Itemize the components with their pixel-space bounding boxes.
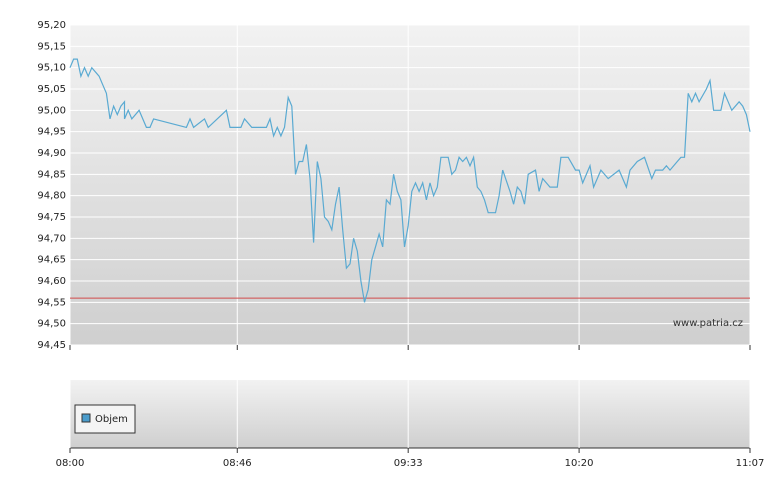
y-tick-label: 95,20 <box>37 20 66 31</box>
y-tick-label: 94,95 <box>37 127 66 138</box>
legend-swatch <box>81 413 91 423</box>
volume-legend: Objem <box>74 404 136 434</box>
y-tick-label: 94,75 <box>37 212 66 223</box>
volume-plot-area <box>70 380 750 448</box>
y-tick-label: 94,90 <box>37 148 66 159</box>
x-tick-label: 11:07 <box>736 458 765 469</box>
y-tick-label: 95,05 <box>37 84 66 95</box>
x-tick-label: 08:46 <box>223 458 252 469</box>
y-tick-label: 94,50 <box>37 319 66 330</box>
x-tick-label: 08:00 <box>56 458 85 469</box>
x-tick-label: 09:33 <box>394 458 423 469</box>
y-tick-label: 94,60 <box>37 276 66 287</box>
watermark: www.patria.cz <box>673 318 743 329</box>
y-tick-label: 94,85 <box>37 169 66 180</box>
y-tick-label: 95,15 <box>37 41 66 52</box>
x-tick-label: 10:20 <box>565 458 594 469</box>
price-line <box>69 58 751 303</box>
y-tick-label: 95,10 <box>37 63 66 74</box>
legend-label: Objem <box>95 414 128 425</box>
y-tick-label: 94,65 <box>37 255 66 266</box>
y-tick-label: 94,55 <box>37 297 66 308</box>
y-tick-label: 94,70 <box>37 233 66 244</box>
y-tick-label: 94,80 <box>37 191 66 202</box>
price-plot-area <box>70 25 750 345</box>
y-tick-label: 95,00 <box>37 105 66 116</box>
y-tick-label: 94,45 <box>37 340 66 351</box>
